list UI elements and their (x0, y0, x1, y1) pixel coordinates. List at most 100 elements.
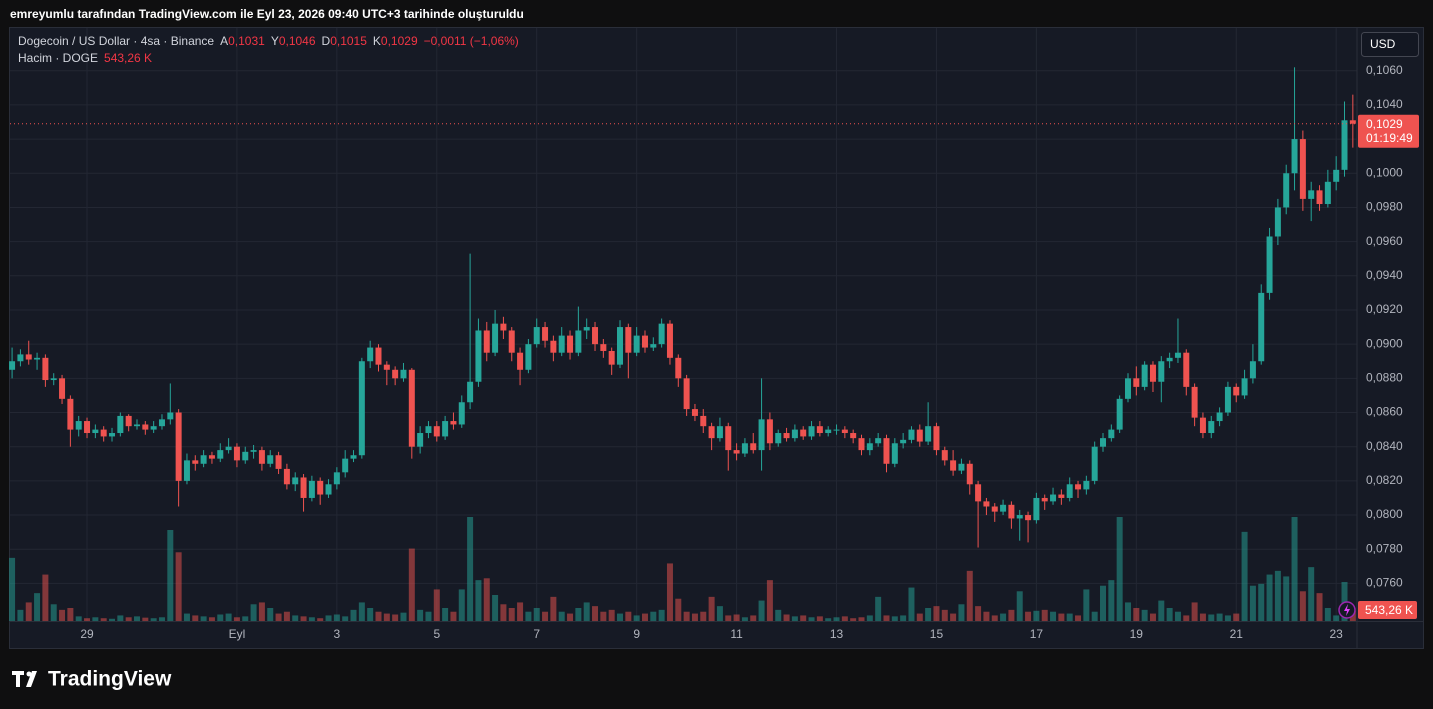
candle-body (1299, 139, 1306, 199)
candle-body (542, 327, 549, 341)
candle-body (117, 415, 124, 434)
volume-bar (1258, 583, 1265, 621)
legend-low: 0,1015 (330, 34, 367, 48)
candle-body (492, 323, 499, 353)
currency-label[interactable]: USD (1370, 37, 1396, 51)
y-tick-label: 0,1060 (1366, 63, 1403, 77)
candle-body (1100, 438, 1107, 447)
volume-bar (84, 618, 91, 621)
candle-body (1166, 357, 1173, 362)
volume-bar (217, 614, 224, 621)
header: emreyumlu tarafından TradingView.com ile… (10, 7, 524, 21)
volume-bar (542, 611, 549, 621)
volume-bar (800, 615, 807, 621)
volume-bar (825, 618, 832, 621)
candle-body (1108, 429, 1115, 439)
candle-body (258, 450, 265, 464)
candle-body (966, 463, 973, 485)
candle-body (1258, 292, 1265, 362)
volume-bar (1016, 591, 1023, 621)
candle-body (350, 455, 357, 459)
candle-body (358, 361, 365, 456)
candle-body (866, 443, 873, 451)
candle-body (400, 369, 407, 379)
candle-body (617, 327, 623, 365)
candle-body (158, 419, 165, 427)
volume-bar (1158, 600, 1165, 621)
volume-bar (1108, 580, 1115, 621)
candle-body (1216, 412, 1223, 422)
volume-bar (1341, 582, 1348, 621)
candle-body (650, 344, 657, 348)
volume-bar (275, 613, 282, 621)
candle-body (1249, 361, 1256, 379)
volume-bar (175, 552, 182, 621)
volume-bar (200, 616, 207, 621)
candle-body (675, 357, 682, 379)
volume-bar (1233, 613, 1240, 621)
x-tick-label: 15 (930, 627, 944, 641)
volume-bar (500, 604, 507, 621)
volume-bar (1291, 517, 1298, 621)
x-tick-label: 17 (1030, 627, 1044, 641)
candle-body (92, 429, 99, 434)
volume-bar (1141, 609, 1148, 621)
volume-bar (450, 611, 457, 621)
volume-bar (42, 574, 49, 621)
volume-bar (250, 604, 257, 621)
candle-body (425, 426, 432, 434)
volume-bar (1166, 608, 1173, 621)
currency-button[interactable] (1361, 32, 1419, 57)
candle-body (17, 354, 24, 362)
candle-body (1025, 515, 1032, 521)
y-tick-label: 0,0940 (1366, 268, 1403, 282)
candle-body (891, 443, 898, 464)
logo-mark (12, 671, 24, 687)
candle-body (233, 446, 240, 461)
candle-body (275, 455, 282, 469)
candle-body (1208, 421, 1215, 434)
volume-bar (75, 616, 82, 621)
volume-bar (34, 593, 41, 621)
volume-bar (816, 616, 823, 621)
candle-body (208, 455, 215, 459)
volume-bar (1083, 589, 1090, 621)
volume-bar (408, 548, 415, 621)
volume-bar (958, 604, 965, 621)
volume-bar (908, 587, 915, 621)
candle-body (392, 369, 399, 379)
candle-body (1091, 446, 1098, 481)
candle-body (200, 455, 207, 464)
volume-bar (700, 611, 707, 621)
candle-body (500, 323, 507, 331)
volume-bar (167, 530, 174, 621)
volume-bar (475, 580, 482, 621)
volume-bar (117, 615, 124, 621)
volume-bar (617, 613, 623, 621)
candle-body (716, 426, 723, 439)
legend-high: 0,1046 (279, 34, 316, 48)
candle-body (1183, 352, 1190, 387)
candle-body (1341, 120, 1348, 170)
candle-body (808, 426, 815, 437)
volume-bar (50, 604, 57, 621)
candle-body (533, 327, 540, 345)
volume-bar (750, 615, 757, 621)
candle-body (325, 484, 332, 495)
candle-body (367, 347, 374, 362)
volume-bar (900, 615, 907, 621)
candle-body (983, 501, 990, 507)
volume-bar (1308, 567, 1315, 621)
volume-bar (442, 608, 449, 621)
volume-bar (608, 609, 615, 621)
legend-volume-name: Hacim · DOGE (18, 51, 98, 65)
volume-bar (1324, 608, 1331, 621)
candle-body (59, 378, 66, 399)
y-tick-label: 0,0980 (1366, 200, 1403, 214)
volume-bar (225, 613, 232, 621)
x-tick-label: 9 (633, 627, 640, 641)
candle-body (508, 330, 515, 353)
candle-body (1174, 352, 1181, 358)
volume-bar (1100, 585, 1107, 621)
x-tick-label: 13 (830, 627, 844, 641)
